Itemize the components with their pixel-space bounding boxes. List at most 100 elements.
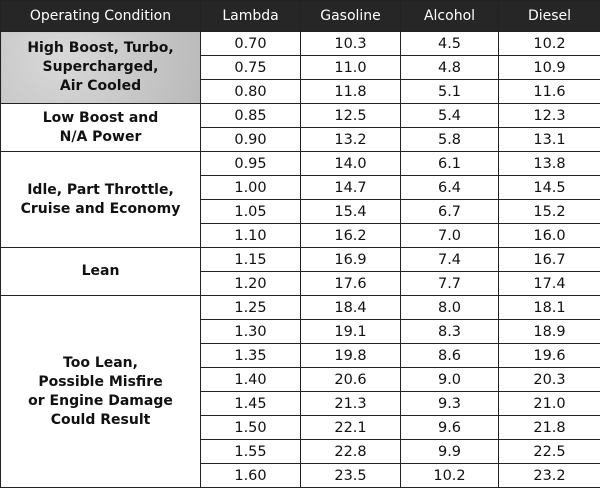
condition-line: or Engine Damage (28, 392, 173, 409)
table-row: Low Boost and N/A Power 0.85 12.5 5.4 12.3 (0, 103, 600, 152)
value-cell: 19.1 (300, 319, 401, 344)
header-row: Operating Condition Lambda Gasoline Alcohol… (0, 0, 600, 32)
value-cell: 5.4 (400, 103, 499, 128)
value-cell: 11.0 (300, 55, 401, 80)
value-cell: 10.3 (300, 31, 401, 56)
value-cell: 6.1 (400, 151, 499, 176)
value-cell: 8.6 (400, 343, 499, 368)
value-cell: 1.30 (200, 319, 301, 344)
value-cell: 1.55 (200, 439, 301, 464)
value-cell: 21.8 (498, 415, 600, 440)
value-cell: 10.2 (400, 463, 499, 488)
header-cell: Gasoline (300, 0, 401, 32)
condition-line: N/A Power (59, 128, 142, 145)
condition-line: High Boost, Turbo, (27, 40, 174, 56)
value-cell: 22.1 (300, 415, 401, 440)
condition-cell: Idle, Part Throttle, Cruise and Economy (0, 151, 201, 248)
value-cell: 0.90 (200, 127, 301, 152)
value-cell: 7.0 (400, 223, 499, 248)
value-cell: 11.6 (498, 79, 600, 104)
table-row: Idle, Part Throttle, Cruise and Economy 0.… (0, 151, 600, 248)
value-cell: 21.0 (498, 391, 600, 416)
value-cell: 8.0 (400, 295, 499, 320)
table-row: 1.05 15.4 6.7 15.2 (1, 199, 600, 224)
value-cell: 19.6 (498, 343, 600, 368)
value-cell: 1.45 (200, 391, 301, 416)
value-cell: 14.0 (300, 151, 401, 176)
header-cell: Operating Condition (0, 0, 201, 32)
value-cell: 15.4 (300, 199, 401, 224)
value-cell: 16.7 (498, 247, 600, 272)
value-cell: 5.1 (400, 79, 499, 104)
value-cell: 1.60 (200, 463, 301, 488)
value-cell: 18.9 (498, 319, 600, 344)
value-cell: 9.9 (400, 439, 499, 464)
condition-line: Too Lean, (63, 354, 138, 371)
value-cell: 7.4 (400, 247, 499, 272)
table-row: 1.45 21.3 9.3 21.0 (1, 391, 600, 416)
condition-line: Possible Misfire (38, 373, 163, 390)
header-cell: Diesel (498, 0, 600, 32)
value-cell: 1.05 (200, 199, 301, 224)
table-row: 0.90 13.2 5.8 13.1 (1, 127, 600, 152)
table-row: 1.30 19.1 8.3 18.9 (1, 319, 600, 344)
value-cell: 10.2 (498, 31, 600, 56)
condition-line: Supercharged, (42, 59, 159, 75)
table-row: 1.60 23.5 10.2 23.2 (1, 463, 600, 488)
value-cell: 16.9 (300, 247, 401, 272)
value-cell: 10.9 (498, 55, 600, 80)
value-cell: 8.3 (400, 319, 499, 344)
condition-cell: Lean (0, 247, 201, 296)
table-row: High Boost, Turbo, Supercharged, Air Coole… (0, 31, 600, 104)
table-row: 0.80 11.8 5.1 11.6 (1, 79, 600, 104)
value-cell: 0.70 (200, 31, 301, 56)
value-cell: 6.4 (400, 175, 499, 200)
value-cell: 5.8 (400, 127, 499, 152)
value-cell: 1.15 (200, 247, 301, 272)
value-cell: 4.5 (400, 31, 499, 56)
value-cell: 13.1 (498, 127, 600, 152)
value-cell: 20.3 (498, 367, 600, 392)
value-cell: 0.95 (200, 151, 301, 176)
value-cell: 11.8 (300, 79, 401, 104)
value-cell: 16.0 (498, 223, 600, 248)
header-cell: Alcohol (400, 0, 499, 32)
value-cell: 4.8 (400, 55, 499, 80)
table-row: Lean 1.15 16.9 7.4 16.7 (0, 247, 600, 296)
value-cell: 23.5 (300, 463, 401, 488)
table-row: 1.00 14.7 6.4 14.5 (1, 175, 600, 200)
value-cell: 20.6 (300, 367, 401, 392)
table-row: 0.75 11.0 4.8 10.9 (1, 55, 600, 80)
value-cell: 9.3 (400, 391, 499, 416)
value-cell: 12.3 (498, 103, 600, 128)
table-body: High Boost, Turbo, Supercharged, Air Coole… (0, 31, 600, 488)
table-row: Too Lean, Possible Misfire or Engine Damag… (0, 295, 600, 488)
value-cell: 13.2 (300, 127, 401, 152)
value-cell: 1.10 (200, 223, 301, 248)
value-cell: 22.8 (300, 439, 401, 464)
value-cell: 21.3 (300, 391, 401, 416)
value-cell: 14.5 (498, 175, 600, 200)
value-cell: 23.2 (498, 463, 600, 488)
value-cell: 18.4 (300, 295, 401, 320)
value-cell: 14.7 (300, 175, 401, 200)
condition-line: Idle, Part Throttle, (27, 181, 174, 198)
value-cell: 17.6 (300, 271, 401, 296)
condition-line: Could Result (50, 411, 151, 428)
table-row: 1.50 22.1 9.6 21.8 (1, 415, 600, 440)
value-cell: 17.4 (498, 271, 600, 296)
value-cell: 9.0 (400, 367, 499, 392)
value-cell: 1.40 (200, 367, 301, 392)
value-cell: 0.85 (200, 103, 301, 128)
value-cell: 6.7 (400, 199, 499, 224)
value-cell: 1.25 (200, 295, 301, 320)
condition-line: Cruise and Economy (20, 200, 181, 217)
value-cell: 19.8 (300, 343, 401, 368)
value-cell: 1.00 (200, 175, 301, 200)
value-cell: 1.35 (200, 343, 301, 368)
table-row: 1.10 16.2 7.0 16.0 (1, 223, 600, 248)
condition-cell: Low Boost and N/A Power (0, 103, 201, 152)
value-cell: 1.20 (200, 271, 301, 296)
value-cell: 1.50 (200, 415, 301, 440)
